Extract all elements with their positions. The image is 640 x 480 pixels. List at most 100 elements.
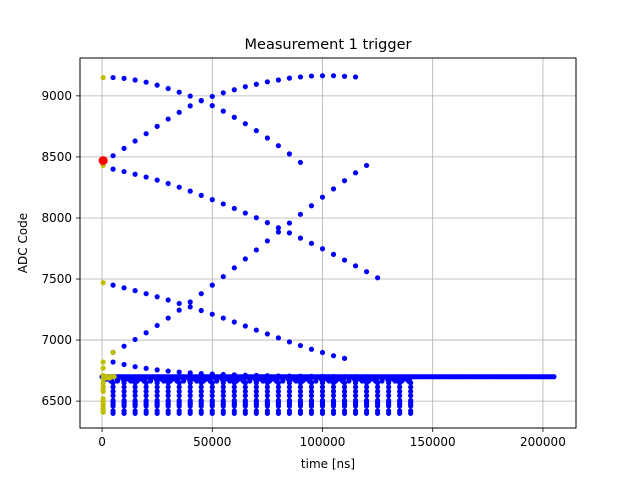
data-point xyxy=(352,380,359,386)
data-point xyxy=(253,403,259,409)
data-point xyxy=(231,319,237,325)
data-point xyxy=(386,388,392,394)
data-point xyxy=(220,273,226,280)
data-point xyxy=(253,327,259,333)
data-point xyxy=(341,355,348,361)
data-point xyxy=(121,145,127,151)
data-point xyxy=(363,403,370,409)
data-point xyxy=(352,388,359,394)
data-point xyxy=(110,380,116,386)
data-point xyxy=(198,380,204,386)
data-point xyxy=(165,384,171,390)
data-point xyxy=(551,374,557,380)
data-point xyxy=(100,74,106,81)
data-point xyxy=(330,388,337,394)
data-point xyxy=(165,180,171,187)
data-point xyxy=(143,388,149,394)
data-point xyxy=(264,220,270,226)
data-point xyxy=(154,294,160,300)
data-point xyxy=(132,388,138,394)
data-point xyxy=(375,388,381,394)
data-point xyxy=(143,384,149,390)
data-point xyxy=(132,380,138,386)
data-point xyxy=(187,299,193,305)
data-point xyxy=(326,378,332,384)
data-point xyxy=(198,291,204,297)
data-point xyxy=(297,380,304,386)
data-point xyxy=(386,380,392,386)
data-point xyxy=(286,393,293,399)
data-point xyxy=(147,378,154,384)
data-point xyxy=(297,159,304,166)
chart-title: Measurement 1 trigger xyxy=(245,37,412,53)
data-point xyxy=(275,410,281,416)
data-point xyxy=(242,403,248,409)
data-point xyxy=(247,378,253,384)
data-point xyxy=(308,73,315,79)
data-point xyxy=(111,374,117,380)
data-point xyxy=(375,393,381,399)
data-point xyxy=(194,378,200,384)
data-point xyxy=(176,393,182,399)
data-point xyxy=(242,256,248,262)
data-point xyxy=(143,79,149,85)
data-point xyxy=(176,380,182,386)
data-point xyxy=(275,380,281,386)
data-point xyxy=(253,388,259,394)
data-point xyxy=(110,393,116,399)
data-point xyxy=(176,384,182,390)
y-tick-label: 8500 xyxy=(41,150,72,164)
data-point xyxy=(198,192,204,198)
data-point xyxy=(319,388,326,394)
data-point xyxy=(264,393,270,399)
data-point xyxy=(121,403,127,409)
data-point xyxy=(408,380,414,386)
data-point xyxy=(341,384,348,390)
data-point xyxy=(286,339,293,345)
data-point xyxy=(341,257,348,263)
data-point xyxy=(220,410,226,416)
data-point xyxy=(308,393,315,399)
data-point xyxy=(121,380,127,386)
data-point xyxy=(330,403,337,409)
data-point xyxy=(220,201,226,207)
data-point xyxy=(187,403,193,409)
data-point xyxy=(220,108,226,114)
data-point xyxy=(165,388,171,394)
data-point xyxy=(187,188,193,194)
data-point xyxy=(220,380,226,386)
data-point xyxy=(264,79,270,85)
data-point xyxy=(220,403,226,409)
data-point xyxy=(231,87,237,93)
data-point xyxy=(363,162,370,169)
data-point xyxy=(110,384,116,390)
data-point xyxy=(408,410,414,416)
data-point xyxy=(319,194,326,200)
data-point xyxy=(352,384,359,390)
data-point xyxy=(187,93,193,99)
data-point xyxy=(143,380,149,386)
data-point xyxy=(330,353,337,359)
data-point xyxy=(264,380,270,386)
data-point xyxy=(110,388,116,394)
plot-frame xyxy=(79,57,577,429)
data-point xyxy=(187,304,193,310)
data-point xyxy=(242,121,248,127)
data-point xyxy=(132,288,138,294)
data-point xyxy=(165,393,171,399)
data-point xyxy=(330,410,337,416)
data-point xyxy=(100,359,106,365)
y-tick-label: 7000 xyxy=(41,333,72,347)
x-tick-label: 200000 xyxy=(520,435,566,449)
grid-lines xyxy=(80,58,576,428)
data-point xyxy=(352,410,359,416)
data-point xyxy=(209,384,215,390)
data-point xyxy=(110,74,116,81)
data-point xyxy=(231,380,237,386)
data-point xyxy=(187,380,193,386)
data-point xyxy=(264,331,270,337)
data-point xyxy=(275,393,281,399)
data-point xyxy=(154,384,160,390)
data-point xyxy=(260,378,266,384)
data-point xyxy=(375,403,381,409)
